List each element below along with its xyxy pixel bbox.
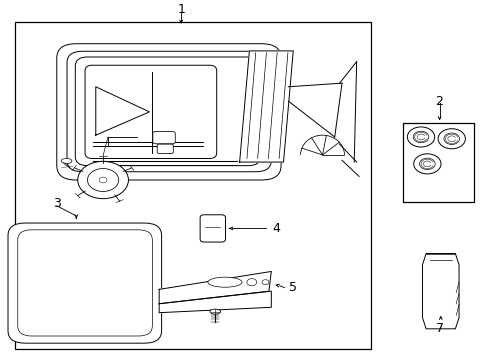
Text: 6: 6 xyxy=(82,109,90,122)
Circle shape xyxy=(412,131,428,143)
FancyBboxPatch shape xyxy=(153,132,175,144)
Polygon shape xyxy=(422,253,458,329)
FancyBboxPatch shape xyxy=(200,215,225,242)
Bar xyxy=(402,123,473,202)
Ellipse shape xyxy=(209,309,220,314)
Circle shape xyxy=(413,154,440,174)
FancyBboxPatch shape xyxy=(85,65,216,158)
Circle shape xyxy=(262,280,268,285)
Ellipse shape xyxy=(207,277,242,287)
Circle shape xyxy=(419,158,434,170)
Circle shape xyxy=(437,129,465,149)
Circle shape xyxy=(78,161,128,199)
Text: 1: 1 xyxy=(177,3,184,16)
Text: 5: 5 xyxy=(289,281,297,294)
Circle shape xyxy=(407,127,434,147)
Circle shape xyxy=(246,279,256,286)
Text: 4: 4 xyxy=(272,222,280,235)
Text: 2: 2 xyxy=(435,95,443,108)
Ellipse shape xyxy=(61,158,72,163)
FancyBboxPatch shape xyxy=(157,144,173,153)
Polygon shape xyxy=(239,51,293,162)
FancyBboxPatch shape xyxy=(18,230,152,336)
Polygon shape xyxy=(159,271,271,304)
FancyBboxPatch shape xyxy=(67,51,271,172)
Circle shape xyxy=(99,177,107,183)
Circle shape xyxy=(87,168,119,192)
Circle shape xyxy=(443,133,459,144)
Bar xyxy=(15,22,370,348)
FancyBboxPatch shape xyxy=(8,223,161,343)
Polygon shape xyxy=(159,291,271,313)
FancyBboxPatch shape xyxy=(57,44,281,180)
Text: 3: 3 xyxy=(53,197,61,210)
FancyBboxPatch shape xyxy=(75,57,260,166)
Text: 7: 7 xyxy=(435,322,443,335)
